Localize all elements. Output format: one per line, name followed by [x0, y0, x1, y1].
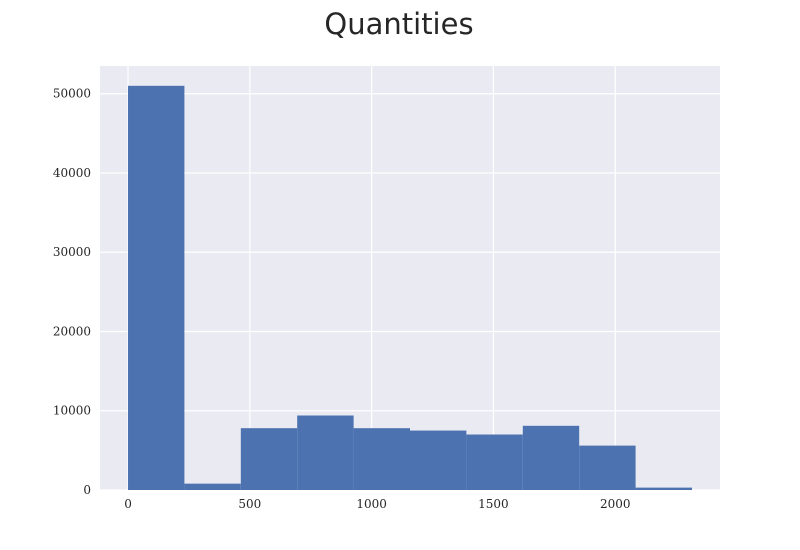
histogram-bar [522, 425, 580, 490]
x-tick-label: 0 [124, 497, 132, 511]
x-axis-ticks: 0 500 1000 1500 2000 [124, 497, 630, 511]
y-tick-label: 20000 [53, 324, 91, 338]
histogram-bar [466, 434, 523, 490]
bars [128, 85, 692, 491]
x-tick-label: 1500 [478, 497, 509, 511]
x-tick-label: 2000 [600, 497, 631, 511]
histogram-bar [184, 483, 241, 490]
histogram-bar [240, 428, 298, 490]
x-tick-label: 500 [238, 497, 261, 511]
y-tick-label: 40000 [53, 166, 91, 180]
x-tick-label: 1000 [356, 497, 387, 511]
plot-area [100, 66, 720, 490]
histogram-bar [297, 415, 354, 490]
histogram-bar [635, 487, 692, 490]
chart-title: Quantities [324, 7, 473, 41]
histogram-bar [353, 428, 410, 490]
y-tick-label: 50000 [53, 87, 91, 101]
histogram-bar [128, 85, 185, 491]
y-tick-label: 30000 [53, 245, 91, 259]
y-tick-label: 10000 [53, 404, 91, 418]
histogram-bar [579, 445, 636, 490]
histogram-bar [410, 430, 467, 490]
y-tick-label: 0 [83, 483, 91, 497]
y-axis-ticks: 0 10000 20000 30000 40000 50000 [53, 87, 91, 497]
